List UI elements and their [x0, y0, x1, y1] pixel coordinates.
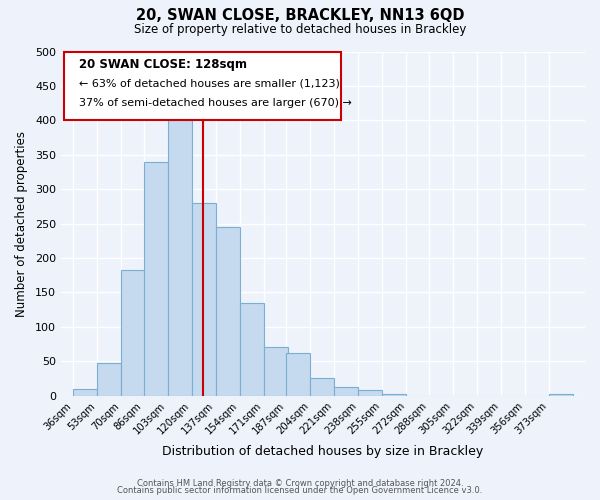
Bar: [191, 203, 215, 396]
Bar: [310, 378, 334, 396]
Bar: [263, 348, 287, 396]
Y-axis label: Number of detached properties: Number of detached properties: [15, 130, 28, 316]
Bar: [549, 394, 573, 396]
Bar: [73, 389, 97, 396]
Text: 20, SWAN CLOSE, BRACKLEY, NN13 6QD: 20, SWAN CLOSE, BRACKLEY, NN13 6QD: [136, 8, 464, 22]
Bar: [382, 394, 406, 396]
Bar: [143, 162, 167, 396]
Bar: [97, 364, 121, 396]
Bar: [167, 120, 191, 396]
Text: ← 63% of detached houses are smaller (1,123): ← 63% of detached houses are smaller (1,…: [79, 78, 340, 88]
X-axis label: Distribution of detached houses by size in Brackley: Distribution of detached houses by size …: [163, 444, 484, 458]
FancyBboxPatch shape: [64, 52, 341, 120]
Text: 20 SWAN CLOSE: 128sqm: 20 SWAN CLOSE: 128sqm: [79, 58, 247, 71]
Text: 37% of semi-detached houses are larger (670) →: 37% of semi-detached houses are larger (…: [79, 98, 352, 108]
Text: Size of property relative to detached houses in Brackley: Size of property relative to detached ho…: [134, 22, 466, 36]
Text: Contains public sector information licensed under the Open Government Licence v3: Contains public sector information licen…: [118, 486, 482, 495]
Text: Contains HM Land Registry data © Crown copyright and database right 2024.: Contains HM Land Registry data © Crown c…: [137, 478, 463, 488]
Bar: [334, 388, 358, 396]
Bar: [215, 227, 239, 396]
Bar: [286, 353, 310, 396]
Bar: [358, 390, 382, 396]
Bar: [121, 270, 145, 396]
Bar: [239, 303, 263, 396]
